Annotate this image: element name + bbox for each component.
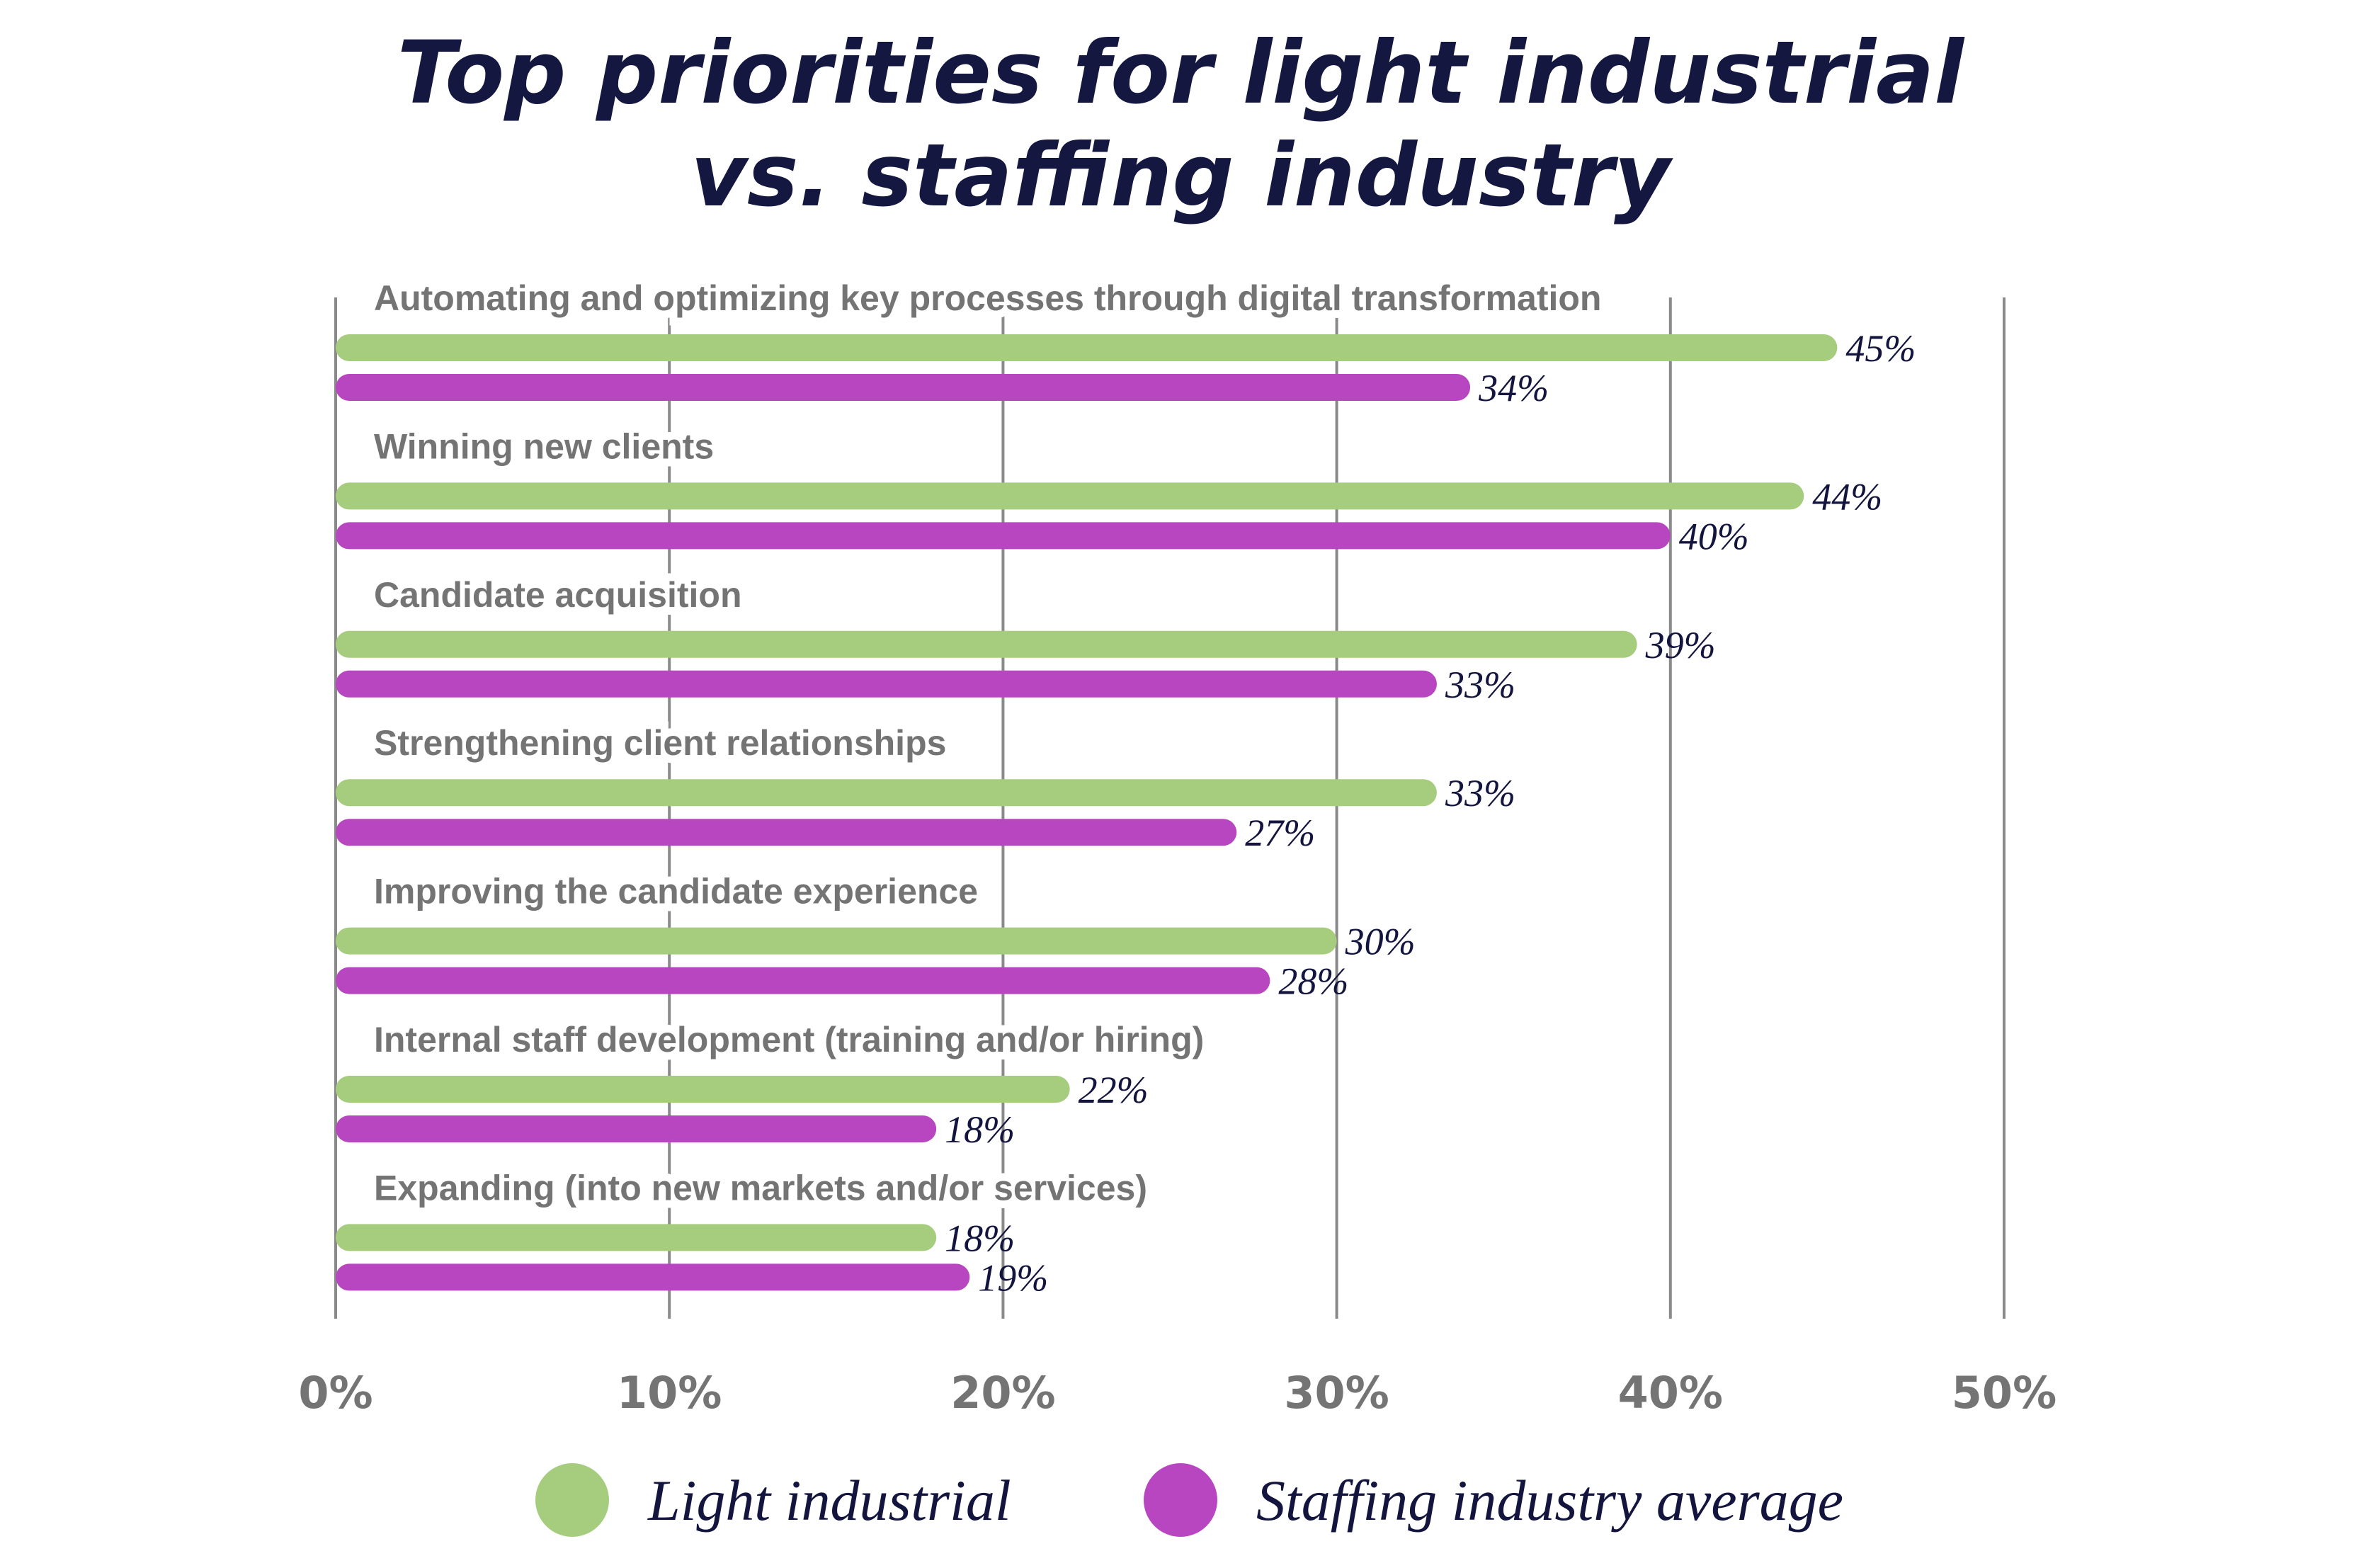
value-label: 27%: [1245, 812, 1315, 854]
value-label: 30%: [1345, 921, 1416, 963]
bar-light-industrial: [336, 927, 1337, 955]
bar-staffing-average: [336, 522, 1671, 550]
value-label: 40%: [1679, 515, 1749, 557]
category-label: Candidate acquisition: [374, 575, 742, 615]
bar-light-industrial: [336, 630, 1637, 658]
bar-staffing-average: [336, 670, 1437, 698]
bar-staffing-average: [336, 1115, 937, 1142]
bar-light-industrial: [336, 1076, 1070, 1103]
legend-swatch: [535, 1463, 609, 1537]
value-label: 19%: [978, 1256, 1048, 1299]
category-label: Improving the candidate experience: [374, 872, 978, 911]
value-label: 34%: [1478, 367, 1549, 409]
category-label: Automating and optimizing key processes …: [374, 278, 1601, 318]
value-label: 45%: [1845, 327, 1916, 370]
x-axis-ticks: 0% 10% 20% 30% 40% 50%: [298, 1367, 2056, 1419]
chart-title-line-1: Top priorities for light industrial: [397, 23, 1965, 123]
value-label: 39%: [1645, 624, 1716, 666]
category-label: Expanding (into new markets and/or servi…: [374, 1168, 1147, 1208]
value-label: 33%: [1445, 772, 1515, 814]
category-label: Strengthening client relationships: [374, 723, 946, 763]
legend: Light industrial Staffing industry averag…: [535, 1463, 1843, 1537]
value-label: 33%: [1445, 664, 1515, 706]
bar-staffing-average: [336, 374, 1471, 401]
value-label: 44%: [1812, 475, 1882, 518]
chart-title-line-2: vs. staffing industry: [690, 125, 1673, 226]
bar-staffing-average: [336, 967, 1270, 994]
x-tick-label: 10%: [617, 1367, 722, 1419]
legend-swatch: [1144, 1463, 1217, 1537]
value-label: 28%: [1278, 960, 1348, 1003]
x-tick-label: 50%: [1952, 1367, 2056, 1419]
legend-label: Staffing industry average: [1256, 1468, 1843, 1533]
bar-light-industrial: [336, 482, 1804, 510]
bar-light-industrial: [336, 779, 1437, 807]
category-label: Internal staff development (training and…: [374, 1020, 1204, 1059]
value-label: 18%: [945, 1108, 1015, 1151]
bars: Automating and optimizing key processes …: [336, 271, 1916, 1299]
value-label: 18%: [945, 1217, 1015, 1259]
x-tick-label: 0%: [298, 1367, 372, 1419]
bar-light-industrial: [336, 1224, 937, 1251]
x-tick-label: 40%: [1618, 1367, 1723, 1419]
category-label: Winning new clients: [374, 426, 714, 466]
x-tick-label: 20%: [950, 1367, 1055, 1419]
bar-staffing-average: [336, 819, 1237, 846]
value-label: 22%: [1079, 1069, 1149, 1111]
bar-staffing-average: [336, 1263, 970, 1291]
gridlines: [334, 297, 2006, 1319]
legend-label: Light industrial: [647, 1468, 1011, 1533]
x-tick-label: 30%: [1284, 1367, 1389, 1419]
bar-light-industrial: [336, 334, 1838, 361]
